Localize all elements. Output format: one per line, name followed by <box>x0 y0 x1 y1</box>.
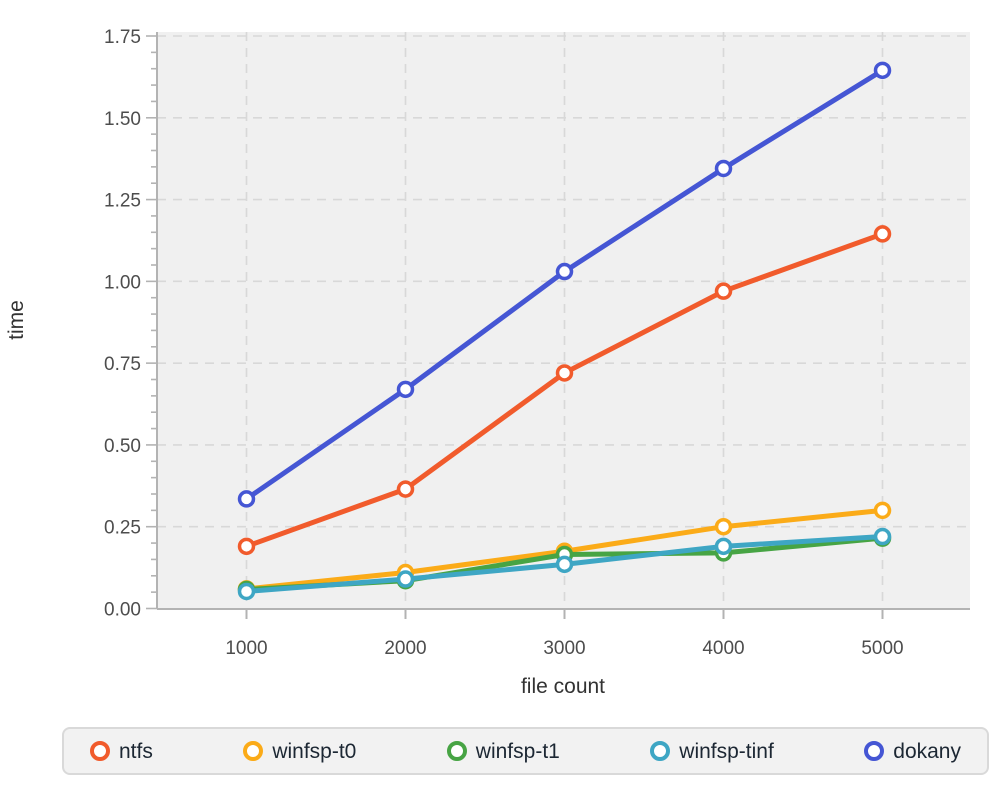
x-tick-label: 3000 <box>543 638 585 659</box>
x-tick-label: 1000 <box>225 638 267 659</box>
series-marker-winfsp-tinf <box>237 582 256 601</box>
legend-item-label: winfsp-t1 <box>475 739 560 763</box>
y-tick-label: 1.00 <box>104 272 141 293</box>
legend-item-dokany[interactable]: dokany <box>864 741 961 762</box>
legend-marker-icon <box>864 741 885 761</box>
series-marker-dokany <box>396 380 415 399</box>
legend-marker-icon <box>90 741 110 761</box>
legend-marker-icon <box>243 741 264 761</box>
series-marker-dokany <box>714 159 733 178</box>
y-tick-label: 1.75 <box>104 27 141 48</box>
legend-item-winfsp-t1[interactable]: winfsp-t1 <box>446 739 560 763</box>
legend-item-label: dokany <box>893 739 961 763</box>
series-marker-winfsp-tinf <box>396 570 415 588</box>
legend-item-winfsp-tinf[interactable]: winfsp-tinf <box>650 741 774 762</box>
legend-marker-icon <box>650 741 671 761</box>
series-marker-winfsp-tinf <box>555 555 574 574</box>
x-axis-title: file count <box>521 675 605 698</box>
chart-legend: ntfs winfsp-t0 winfsp-t1 winfsp-tinf dokany <box>62 727 989 775</box>
series-marker-ntfs <box>555 364 574 382</box>
y-tick-label: 1.25 <box>104 191 141 212</box>
y-tick-label: 0.50 <box>104 436 141 457</box>
y-tick-label: 0.00 <box>104 600 141 621</box>
series-marker-ntfs <box>237 537 256 556</box>
series-marker-ntfs <box>873 225 892 243</box>
legend-item-label: winfsp-t0 <box>272 739 357 763</box>
series-marker-dokany <box>873 61 892 80</box>
chart-canvas: 0.00 0.25 0.50 0.75 1.00 1.25 1.50 1.75 1000 2000… <box>5 27 970 698</box>
legend-item-label: winfsp-tinf <box>679 739 774 763</box>
y-tick-label: 0.75 <box>104 354 141 375</box>
series-marker-winfsp-t0 <box>873 501 892 520</box>
series-marker-dokany <box>555 262 574 281</box>
x-tick-label: 4000 <box>702 638 744 659</box>
series-marker-winfsp-t0 <box>714 517 733 536</box>
legend-marker-icon <box>446 741 467 761</box>
series-marker-winfsp-tinf <box>873 527 892 546</box>
series-marker-ntfs <box>714 282 733 300</box>
series-marker-dokany <box>237 490 256 508</box>
series-marker-winfsp-tinf <box>714 537 733 556</box>
y-tick-label: 1.50 <box>104 109 141 130</box>
series-marker-ntfs <box>396 480 415 498</box>
y-tick-label: 0.25 <box>104 518 141 539</box>
x-tick-label: 5000 <box>861 638 903 659</box>
x-tick-label: 2000 <box>384 638 426 659</box>
legend-item-label: ntfs <box>119 739 153 763</box>
y-axis-title: time <box>5 300 28 340</box>
legend-item-ntfs[interactable]: ntfs <box>90 741 153 762</box>
legend-item-winfsp-t0[interactable]: winfsp-t0 <box>243 741 356 762</box>
